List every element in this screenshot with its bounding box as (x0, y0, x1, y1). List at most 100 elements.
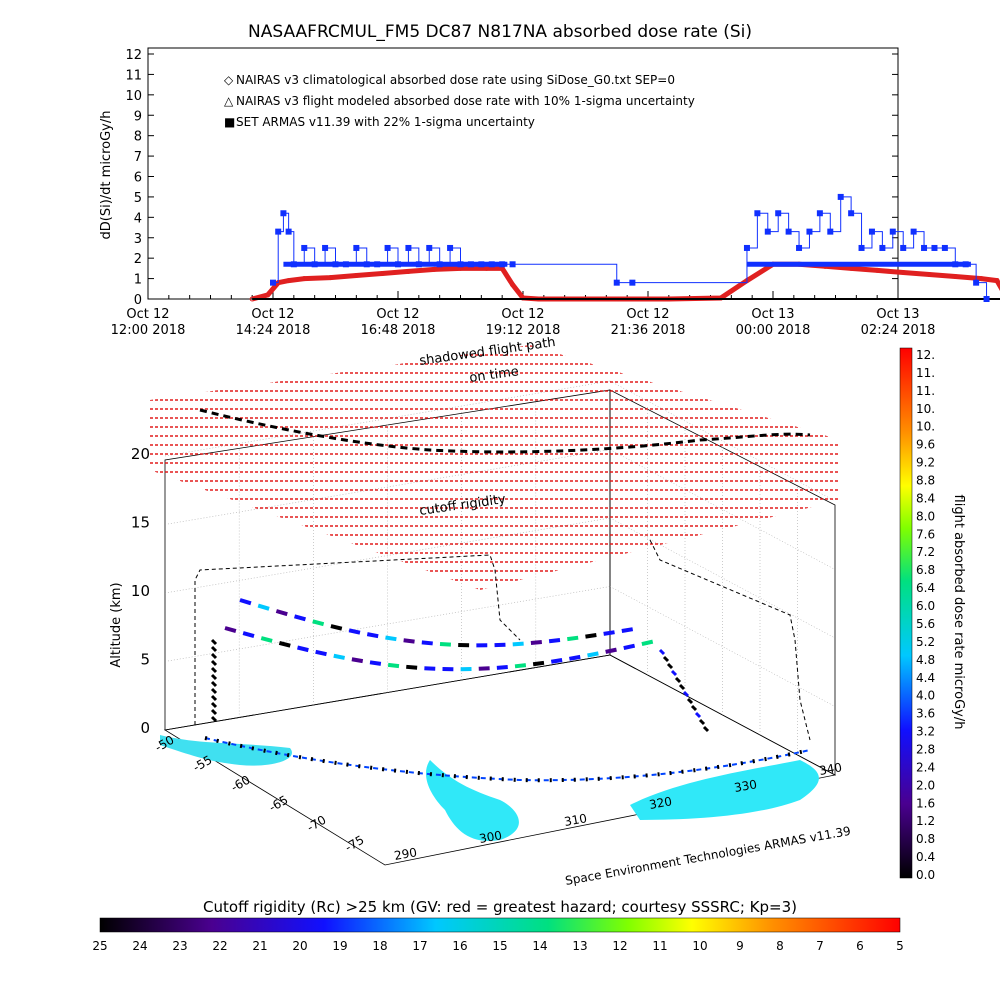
z-axis-label: Altitude (km) (109, 582, 124, 667)
dose-rate-segment (294, 614, 306, 622)
colorbar-bottom-tick-label: 23 (172, 939, 187, 953)
y-tick-label: 3 (134, 232, 142, 247)
armas-point (983, 296, 990, 302)
longitude-tick-label: 320 (648, 794, 673, 812)
climatological-point (327, 275, 333, 281)
dose-rate-segment (257, 603, 270, 611)
armas-point (275, 228, 282, 235)
dose-rate-segment (530, 640, 543, 646)
dose-rate-segment (623, 643, 636, 651)
dose-rate-segment (478, 666, 490, 671)
armas-point (384, 244, 391, 251)
legend-marker: ■ (224, 115, 235, 129)
armas-point (270, 279, 276, 286)
dose-rate-segment (569, 654, 581, 661)
credit-text: Space Environment Technologies ARMAS v11… (564, 824, 852, 888)
climatological-point (874, 267, 880, 273)
longitude-tick-label: 300 (478, 828, 503, 846)
y-tick-label: 0 (134, 293, 142, 308)
climatological-point (301, 276, 307, 282)
landmass-antarctic-peninsula (425, 760, 519, 841)
x-tick-label-line2: 00:00 2018 (736, 323, 811, 338)
longitude-tick-label: 340 (818, 760, 843, 778)
shadowed-flight-path (199, 408, 811, 454)
y-tick-label: 2 (134, 252, 142, 267)
dose-rate-segment (567, 635, 579, 642)
legend-entry-label: SET ARMAS v11.39 with 22% 1-sigma uncert… (236, 115, 535, 129)
colorbar-bottom-tick-label: 9 (736, 939, 744, 953)
dose-rate-segment (210, 687, 218, 695)
dose-rate-segment (210, 715, 218, 723)
altitude-tick-label: 20 (131, 445, 150, 463)
legend-entry-label: NAIRAS v3 flight modeled absorbed dose r… (236, 94, 695, 108)
dose-rate-segment (621, 627, 634, 633)
climatological-point (353, 273, 359, 279)
dose-rate-colorbar: 12. 11. 11. 10. 10. 9.6 9.2 8.8 8.4 8.0 7.6 7.2 6.8 6… (899, 347, 966, 882)
x-tick-label-line1: Oct 12 (251, 307, 294, 322)
dose-rate-segment (702, 725, 710, 733)
colorbar-right-tick-label: 8.4 (916, 491, 935, 505)
colorbar-right-tick-label: 6.8 (916, 563, 935, 577)
climatological-point (952, 274, 958, 280)
armas-point (837, 193, 844, 200)
colorbar-bottom-tick-label: 24 (132, 939, 147, 953)
dose-rate-segment (210, 638, 218, 646)
ground-track (204, 737, 811, 782)
dose-rate-segment (275, 609, 288, 617)
longitude-tick-label: 290 (393, 845, 418, 863)
dose-rate-segment (369, 660, 382, 666)
dose-rate-segment (351, 657, 364, 664)
armas-point (743, 244, 750, 251)
climatological-point (510, 282, 516, 288)
dose-rate-segment (348, 628, 361, 635)
wall-grid-line (164, 586, 611, 662)
dose-rate-segment (532, 660, 545, 667)
dose-rate-segment (603, 630, 615, 636)
dose-rate-segment (387, 662, 400, 669)
colorbar-bottom-tick-label: 6 (856, 939, 864, 953)
climatological-point (286, 278, 292, 284)
colorbar-right-tick-label: 6.4 (916, 581, 935, 595)
latitude-tick-label: -60 (229, 773, 253, 795)
colorbar-right-tick-label: 9.2 (916, 456, 935, 470)
cutoff-rigidity-colorbar: Cutoff rigidity (Rc) >25 km (GV: red = g… (92, 898, 903, 953)
annotation-on-time: on time (468, 364, 519, 386)
x-tick-label-line1: Oct 12 (376, 307, 419, 322)
armas-point (509, 261, 516, 268)
colorbar-bottom-tick-label: 5 (896, 939, 904, 953)
dose-rate-segment (210, 659, 218, 667)
climatological-point (978, 276, 984, 282)
colorbar-right-tick-label: 3.6 (916, 707, 935, 721)
colorbar-bottom-tick-label: 19 (332, 939, 347, 953)
colorbar-bottom-tick-label: 14 (532, 939, 547, 953)
dose-rate-segment (424, 666, 436, 671)
y-tick-label: 10 (125, 89, 142, 104)
longitude-tick-label: 330 (733, 777, 758, 795)
dose-rate-segment (330, 624, 343, 631)
dose-rate-segment (210, 680, 218, 688)
colorbar-right-tick-label: 10. (916, 402, 935, 416)
latitude-tick-label: -65 (267, 793, 291, 815)
dose-rate-segment (658, 648, 666, 656)
dose-rate-segment (210, 708, 218, 716)
dose-rate-segment (224, 626, 237, 633)
armas-point (613, 279, 620, 286)
colorbar-bottom-tick-label: 15 (492, 939, 507, 953)
colorbar-bottom-label: Cutoff rigidity (Rc) >25 km (GV: red = g… (203, 898, 797, 916)
x-tick-label-line2: 14:24 2018 (236, 323, 311, 338)
colorbar-right-tick-label: 12. (916, 348, 935, 362)
armas-point (931, 244, 938, 251)
colorbar-bottom-tick-label: 25 (92, 939, 107, 953)
colorbar-bottom-tick-label: 20 (292, 939, 307, 953)
climatological-point (994, 278, 1000, 284)
dose-rate-segment (682, 690, 690, 698)
armas-point (900, 244, 907, 251)
dose-rate-segment (662, 655, 670, 663)
x-tick-label-line2: 16:48 2018 (361, 323, 436, 338)
chart-title: NASAAFRCMUL_FM5 DC87 N817NA absorbed dos… (248, 22, 752, 42)
y-tick-label: 8 (134, 130, 142, 145)
altitude-tick-label: 15 (131, 514, 150, 532)
climatological-point (405, 268, 411, 274)
dose-rate-segment (670, 669, 678, 677)
x-tick-label-line2: 12:00 2018 (111, 323, 186, 338)
